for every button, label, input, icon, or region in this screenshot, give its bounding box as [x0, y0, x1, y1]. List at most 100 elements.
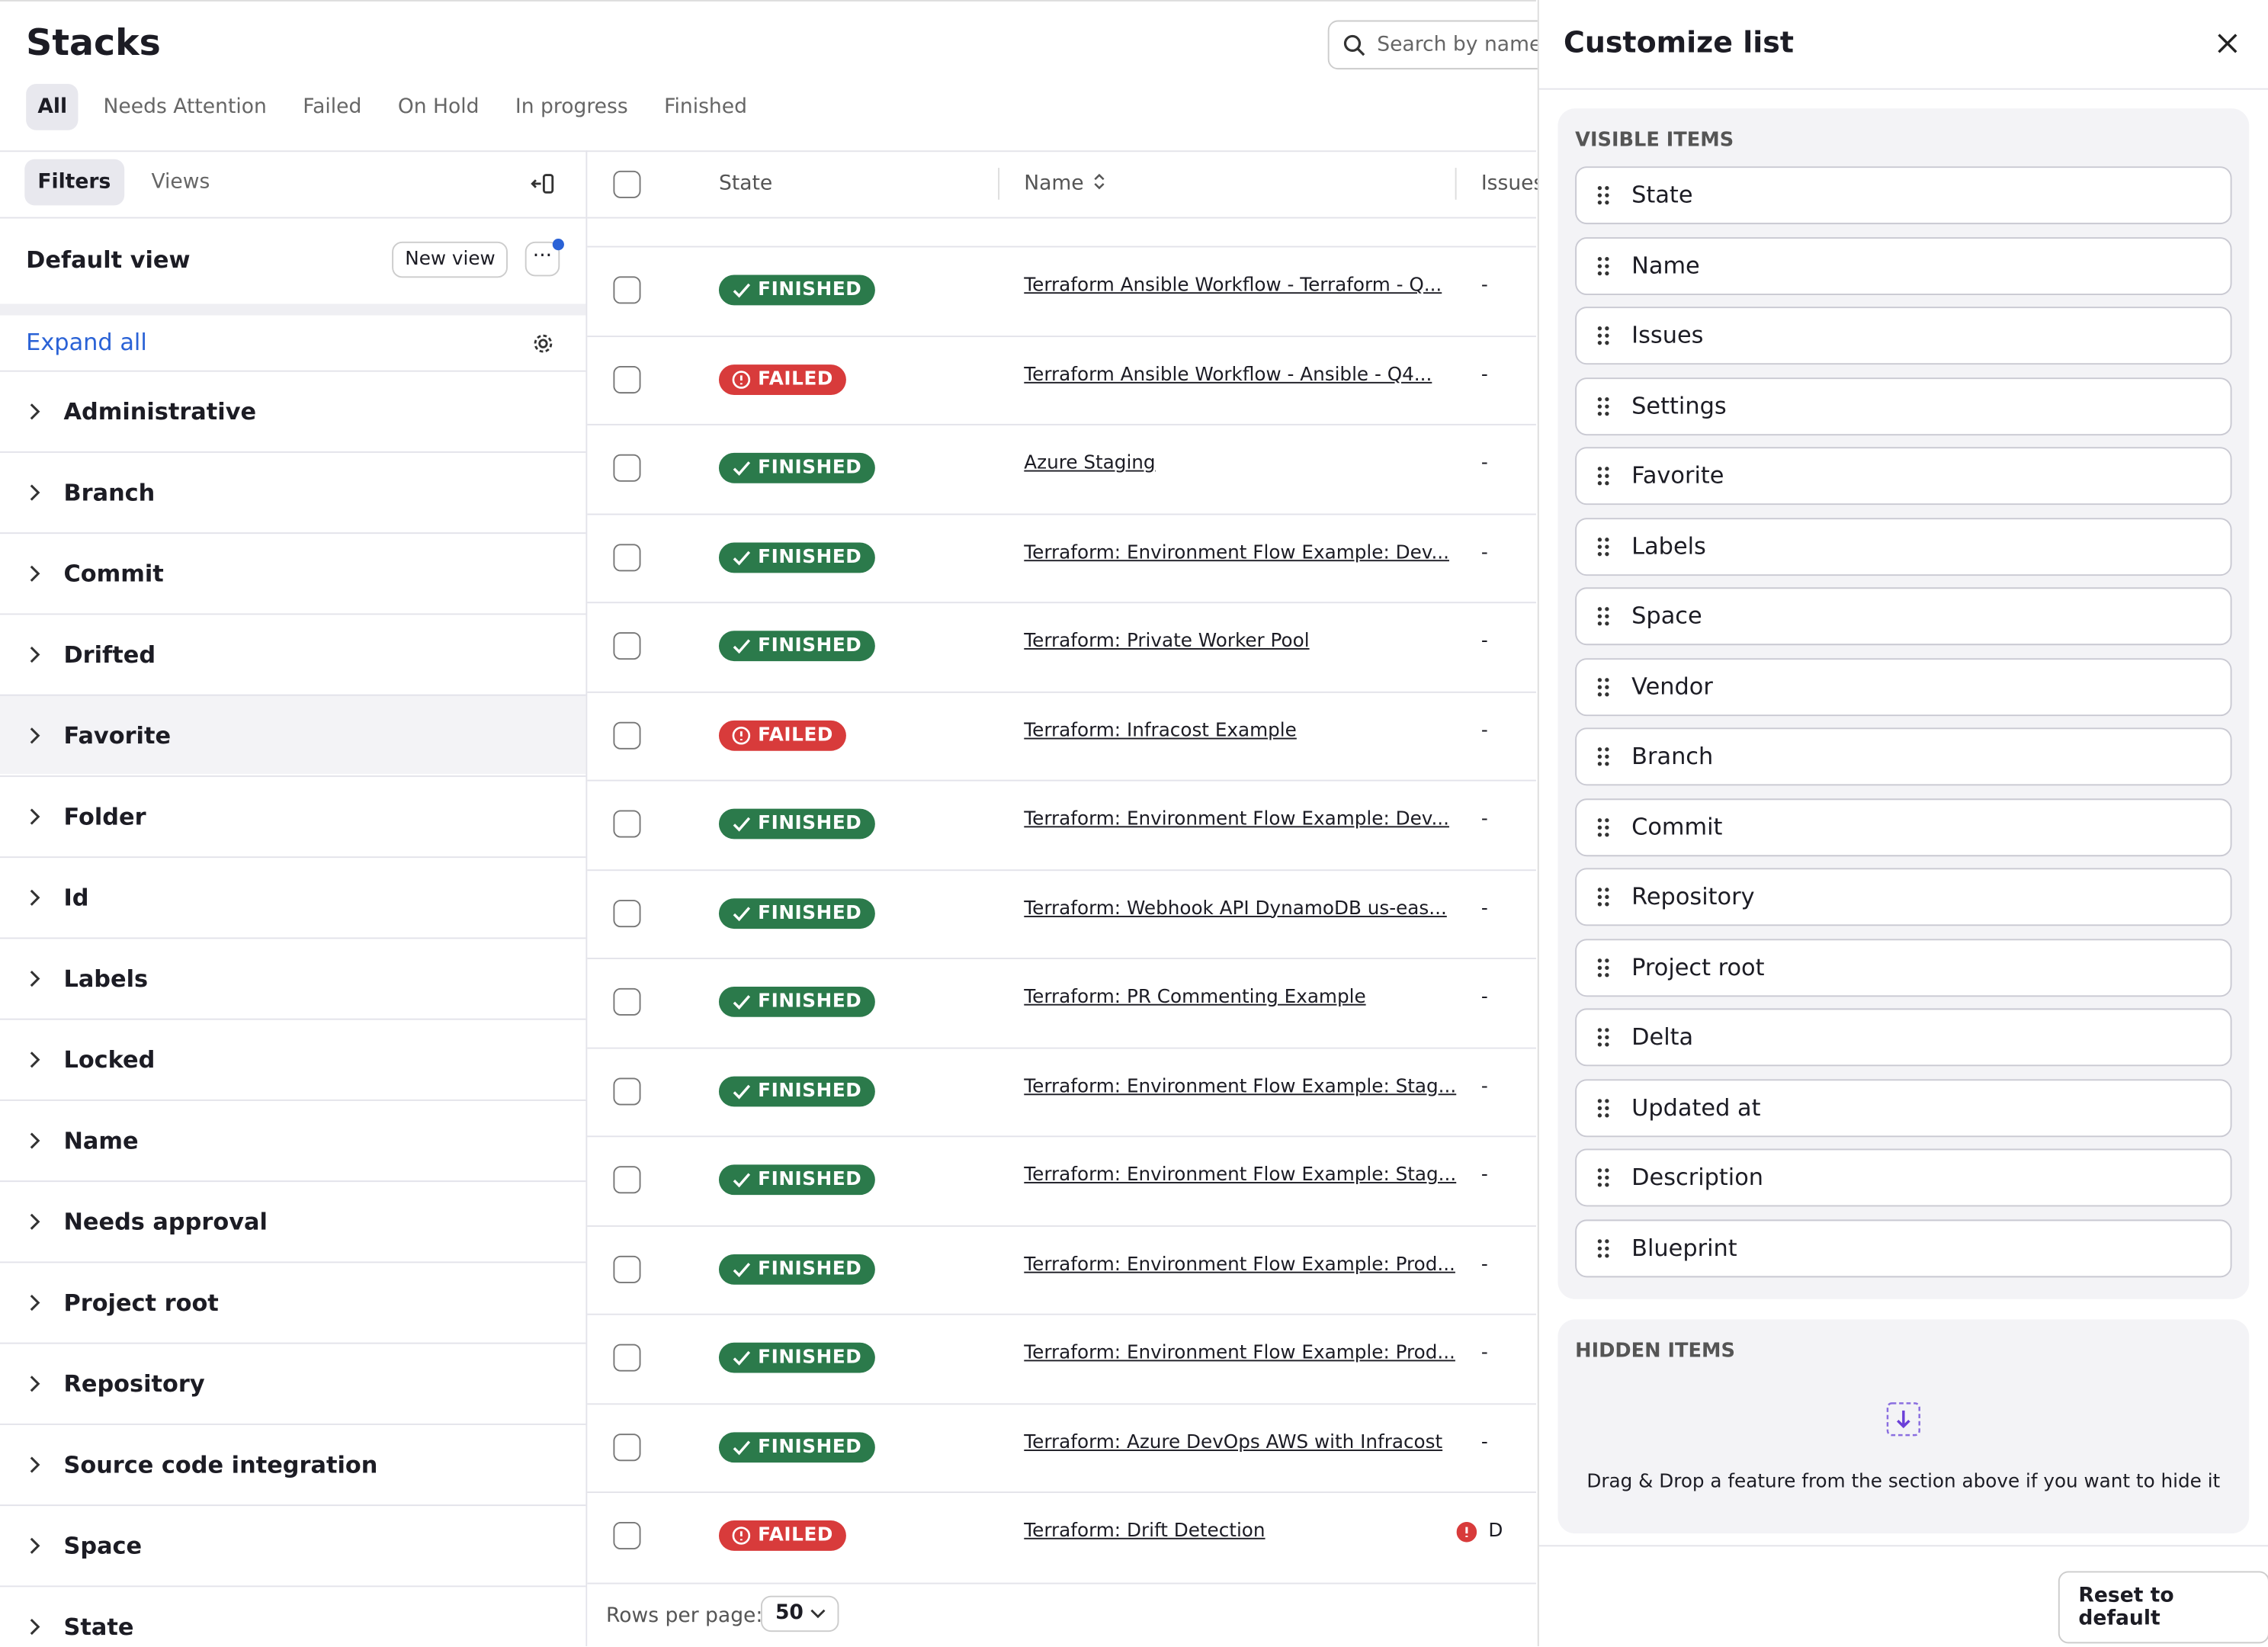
- visible-item[interactable]: Issues: [1575, 307, 2231, 364]
- visible-item[interactable]: Branch: [1575, 727, 2231, 785]
- search-box[interactable]: Search by name, l: [1328, 21, 1560, 70]
- visible-section: VISIBLE ITEMS StateNameIssuesSettingsFav…: [1557, 108, 2249, 1299]
- tab[interactable]: Failed: [291, 84, 373, 130]
- filter-item[interactable]: Branch: [0, 451, 585, 531]
- stack-name-link[interactable]: Terraform: Environment Flow Example: Pro…: [1024, 1343, 1455, 1364]
- filter-item[interactable]: Repository: [0, 1343, 585, 1422]
- stack-name-link[interactable]: Terraform: Environment Flow Example: Dev…: [1024, 542, 1449, 563]
- row-checkbox[interactable]: [613, 1166, 640, 1193]
- filter-item[interactable]: State: [0, 1585, 585, 1646]
- stack-name-link[interactable]: Terraform: Environment Flow Example: Dev…: [1024, 809, 1449, 830]
- filter-item[interactable]: Project root: [0, 1261, 585, 1340]
- visible-item[interactable]: Repository: [1575, 868, 2231, 926]
- visible-item[interactable]: Description: [1575, 1148, 2231, 1206]
- filter-item[interactable]: Locked: [0, 1019, 585, 1098]
- chevron-icon: [29, 564, 40, 583]
- visible-item[interactable]: Delta: [1575, 1008, 2231, 1066]
- row-checkbox[interactable]: [613, 543, 640, 570]
- stack-name-link[interactable]: Terraform: PR Commenting Example: [1024, 987, 1365, 1008]
- stack-name-link[interactable]: Terraform: Environment Flow Example: Sta…: [1024, 1076, 1456, 1097]
- filter-item-text: Favorite: [63, 722, 171, 750]
- stack-name-link[interactable]: Terraform Ansible Workflow - Terraform -…: [1024, 274, 1442, 296]
- rows-per-page-select[interactable]: 50: [761, 1596, 839, 1632]
- visible-item[interactable]: Blueprint: [1575, 1218, 2231, 1276]
- state-badge-text: FINISHED: [758, 1347, 861, 1368]
- stack-name-link[interactable]: Terraform: Environment Flow Example: Sta…: [1024, 1164, 1456, 1186]
- visible-item[interactable]: Vendor: [1575, 657, 2231, 715]
- filter-item[interactable]: Folder: [0, 775, 585, 855]
- close-icon[interactable]: [2218, 34, 2238, 54]
- stack-name-link[interactable]: Terraform: Webhook API DynamoDB us-eas..…: [1024, 897, 1447, 919]
- drag-handle: [1597, 1027, 1610, 1048]
- search-icon: [1344, 35, 1365, 56]
- filter-item-text: Commit: [63, 560, 163, 587]
- table-row: FINISHEDTerraform: Azure DevOps AWS with…: [587, 1402, 1536, 1492]
- chevron-icon: [29, 1132, 40, 1151]
- select-all-checkbox[interactable]: [613, 171, 640, 198]
- rows-per-page-label: Rows per page:: [606, 1604, 762, 1627]
- stack-name-link[interactable]: Terraform: Azure DevOps AWS with Infraco…: [1024, 1431, 1442, 1453]
- row-checkbox[interactable]: [613, 721, 640, 749]
- stack-name-link[interactable]: Azure Staging: [1024, 453, 1155, 474]
- search-placeholder: Search by name, l: [1377, 34, 1559, 56]
- row-checkbox[interactable]: [613, 1433, 640, 1460]
- visible-item[interactable]: Project root: [1575, 938, 2231, 996]
- row-checkbox[interactable]: [613, 454, 640, 482]
- stacks-table: StateNameIssues FINISHEDTerraform Ansibl…: [587, 150, 1536, 1646]
- row-checkbox[interactable]: [613, 810, 640, 837]
- visible-item[interactable]: State: [1575, 166, 2231, 224]
- filter-item[interactable]: Drifted: [0, 613, 585, 692]
- row-checkbox[interactable]: [613, 1255, 640, 1283]
- filter-item[interactable]: Administrative: [0, 371, 585, 450]
- new-view-button[interactable]: New view: [392, 242, 508, 278]
- filter-item[interactable]: Favorite: [0, 695, 585, 774]
- drag-handle: [1597, 606, 1610, 627]
- sidebar-tab[interactable]: Views: [138, 159, 223, 206]
- settings-icon[interactable]: [532, 332, 553, 354]
- filter-item[interactable]: Id: [0, 856, 585, 936]
- row-checkbox[interactable]: [613, 988, 640, 1016]
- row-checkbox[interactable]: [613, 1344, 640, 1372]
- reset-button[interactable]: Reset to default: [2058, 1571, 2268, 1643]
- row-checkbox[interactable]: [613, 365, 640, 393]
- tab[interactable]: On Hold: [387, 84, 491, 130]
- tab[interactable]: All: [26, 84, 79, 130]
- sidebar-tab[interactable]: Filters: [24, 159, 124, 206]
- visible-item[interactable]: Space: [1575, 587, 2231, 645]
- tab[interactable]: Needs Attention: [91, 84, 278, 130]
- visible-item[interactable]: Favorite: [1575, 447, 2231, 505]
- state-badge-text: FINISHED: [758, 1169, 861, 1190]
- stack-name-link[interactable]: Terraform: Infracost Example: [1024, 720, 1297, 741]
- row-checkbox[interactable]: [613, 1077, 640, 1105]
- state-badge-text: FINISHED: [758, 813, 861, 834]
- filter-item[interactable]: Commit: [0, 532, 585, 612]
- stack-name-link[interactable]: Terraform: Drift Detection: [1024, 1520, 1265, 1542]
- filter-item[interactable]: Needs approval: [0, 1180, 585, 1260]
- row-checkbox[interactable]: [613, 1522, 640, 1549]
- column-header[interactable]: Name: [1024, 172, 1105, 195]
- stack-name-link[interactable]: Terraform: Environment Flow Example: Pro…: [1024, 1254, 1455, 1275]
- filter-item-text: Branch: [63, 479, 155, 506]
- filter-item-text: Id: [63, 884, 88, 911]
- expand-all-link[interactable]: Expand all: [26, 329, 147, 356]
- filter-item[interactable]: Labels: [0, 937, 585, 1016]
- tab[interactable]: Finished: [653, 84, 759, 130]
- filter-item[interactable]: Source code integration: [0, 1424, 585, 1503]
- row-checkbox[interactable]: [613, 276, 640, 303]
- stack-name-link[interactable]: Terraform: Private Worker Pool: [1024, 631, 1309, 652]
- visible-item[interactable]: Labels: [1575, 517, 2231, 575]
- visible-item[interactable]: Name: [1575, 236, 2231, 294]
- visible-item[interactable]: Settings: [1575, 377, 2231, 435]
- visible-item-text: Branch: [1631, 742, 1713, 769]
- issues-cell: -: [1481, 364, 1488, 385]
- visible-item-text: Vendor: [1631, 672, 1713, 699]
- row-checkbox[interactable]: [613, 899, 640, 926]
- visible-item[interactable]: Commit: [1575, 798, 2231, 856]
- filter-item[interactable]: Space: [0, 1504, 585, 1584]
- filter-item[interactable]: Name: [0, 1100, 585, 1179]
- stack-name-link[interactable]: Terraform Ansible Workflow - Ansible - Q…: [1024, 364, 1432, 385]
- row-checkbox[interactable]: [613, 632, 640, 660]
- visible-item[interactable]: Updated at: [1575, 1078, 2231, 1136]
- collapse-icon[interactable]: [531, 172, 557, 195]
- tab[interactable]: In progress: [504, 84, 640, 130]
